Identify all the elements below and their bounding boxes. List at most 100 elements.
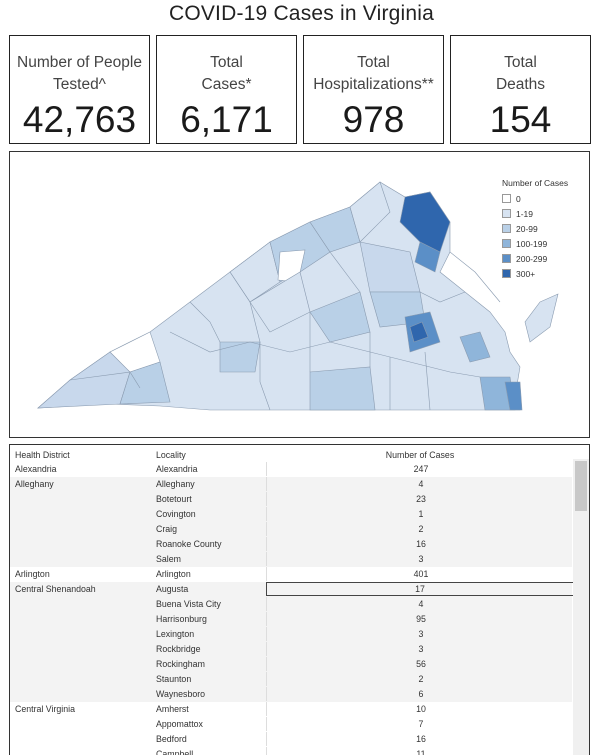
table-row[interactable]: Harrisonburg 95 [10,612,572,627]
header-health-district[interactable]: Health District [15,450,70,460]
table-row[interactable]: Rockingham 56 [10,657,572,672]
cell-locality: Craig [156,524,178,534]
kpi-cases-value: 6,171 [180,99,273,140]
legend-title: Number of Cases [502,178,569,188]
kpi-hospitalizations-label: Total Hospitalizations** [313,54,434,93]
table-row[interactable]: Central Virginia Amherst 10 [10,702,572,717]
cell-locality: Appomattox [156,719,203,729]
cell-cases: 95 [266,612,575,626]
cell-locality: Salem [156,554,181,564]
cell-locality: Lexington [156,629,195,639]
header-number-of-cases[interactable]: Number of Cases [385,450,455,460]
legend-item[interactable]: 300+ [502,266,568,281]
cell-locality: Buena Vista City [156,599,221,609]
table-row[interactable]: Botetourt 23 [10,492,572,507]
table-row[interactable]: Craig 2 [10,522,572,537]
cell-locality: Arlington [156,569,191,579]
cell-district: Central Shenandoah [15,584,96,594]
table-header: Health District Locality Number of Cases [10,450,572,462]
table-row[interactable]: Lexington 3 [10,627,572,642]
cell-locality: Roanoke County [156,539,222,549]
legend-item[interactable]: 100-199 [502,236,568,251]
cell-cases: 16 [266,537,575,551]
kpi-tested-value: 42,763 [22,99,137,140]
legend-swatch [502,209,511,218]
cell-district: Central Virginia [15,704,75,714]
cell-locality: Waynesboro [156,689,206,699]
kpi-cases-label: Total Cases* [201,54,252,93]
kpi-deaths-card[interactable]: Total Deaths 154 [450,35,591,144]
cell-district: Alleghany [15,479,54,489]
cell-cases: 2 [266,672,575,686]
kpi-tested-card[interactable]: Number of People Tested^ 42,763 [9,35,150,144]
table-row[interactable]: Bedford 16 [10,732,572,747]
kpi-cases-card[interactable]: Total Cases* 6,171 [156,35,297,144]
table-row[interactable]: Alexandria Alexandria 247 [10,462,572,477]
cell-cases: 2 [266,522,575,536]
legend-swatch [502,194,511,203]
kpi-tested-label: Number of People Tested^ [17,54,142,93]
table-row-selected[interactable]: Central Shenandoah Augusta 17 [10,582,574,597]
cell-locality: Covington [156,509,196,519]
cell-cases: 4 [266,477,575,491]
cell-cases: 247 [266,462,575,476]
table-row[interactable]: Covington 1 [10,507,572,522]
table-body: Alexandria Alexandria 247 Alleghany Allegha… [10,462,574,755]
table-row[interactable]: Staunton 2 [10,672,572,687]
table-row[interactable]: Waynesboro 6 [10,687,572,702]
cases-by-locality-table[interactable]: Health District Locality Number of Cases… [9,444,590,755]
cell-cases: 3 [266,552,575,566]
scrollbar-thumb[interactable] [575,461,587,511]
table-scrollbar[interactable] [573,459,589,755]
table-row[interactable]: Salem 3 [10,552,572,567]
cell-locality: Harrisonburg [156,614,207,624]
cell-locality: Campbell [156,749,194,755]
legend-item[interactable]: 20-99 [502,221,568,236]
table-row[interactable]: Rockbridge 3 [10,642,572,657]
cell-cases: 1 [266,507,575,521]
cell-cases: 16 [266,732,575,746]
table-row[interactable]: Alleghany Alleghany 4 [10,477,572,492]
table-row[interactable]: Buena Vista City 4 [10,597,572,612]
header-locality[interactable]: Locality [156,450,186,460]
page-title: COVID-19 Cases in Virginia [168,2,435,25]
legend-swatch [502,269,511,278]
cell-cases: 3 [266,627,575,641]
cell-cases: 10 [266,702,575,716]
cell-cases: 6 [266,687,575,701]
cell-locality: Alleghany [156,479,195,489]
cell-locality: Staunton [156,674,192,684]
cell-cases: 4 [266,597,575,611]
cell-cases: 11 [266,747,575,755]
cell-district: Alexandria [15,464,57,474]
kpi-hospitalizations-value: 978 [342,99,405,140]
table-row[interactable]: Campbell 11 [10,747,572,755]
cell-locality: Augusta [156,584,189,594]
cell-locality: Botetourt [156,494,192,504]
cell-locality: Amherst [156,704,189,714]
legend-item[interactable]: 1-19 [502,206,568,221]
legend-swatch [502,239,511,248]
kpi-deaths-label: Total Deaths [495,54,546,93]
cell-cases: 7 [266,717,575,731]
kpi-hospitalizations-card[interactable]: Total Hospitalizations** 978 [303,35,444,144]
legend-item[interactable]: 200-299 [502,251,568,266]
legend-item[interactable]: 0 [502,191,568,206]
kpi-deaths-value: 154 [489,99,552,140]
table-row[interactable]: Appomattox 7 [10,717,572,732]
map-legend: Number of Cases 0 1-19 20-99 100-199 200… [502,178,568,281]
virginia-map-panel[interactable]: Number of Cases 0 1-19 20-99 100-199 200… [9,151,590,438]
cell-locality: Rockbridge [156,644,201,654]
cell-cases: 3 [266,642,575,656]
cell-cases: 17 [266,582,574,596]
table-row[interactable]: Roanoke County 16 [10,537,572,552]
virginia-choropleth-map[interactable] [10,152,590,438]
cell-cases: 401 [266,567,575,581]
cell-locality: Rockingham [156,659,205,669]
table-row[interactable]: Arlington Arlington 401 [10,567,572,582]
legend-swatch [502,254,511,263]
legend-swatch [502,224,511,233]
cell-district: Arlington [15,569,50,579]
cell-locality: Alexandria [156,464,198,474]
cell-cases: 56 [266,657,575,671]
